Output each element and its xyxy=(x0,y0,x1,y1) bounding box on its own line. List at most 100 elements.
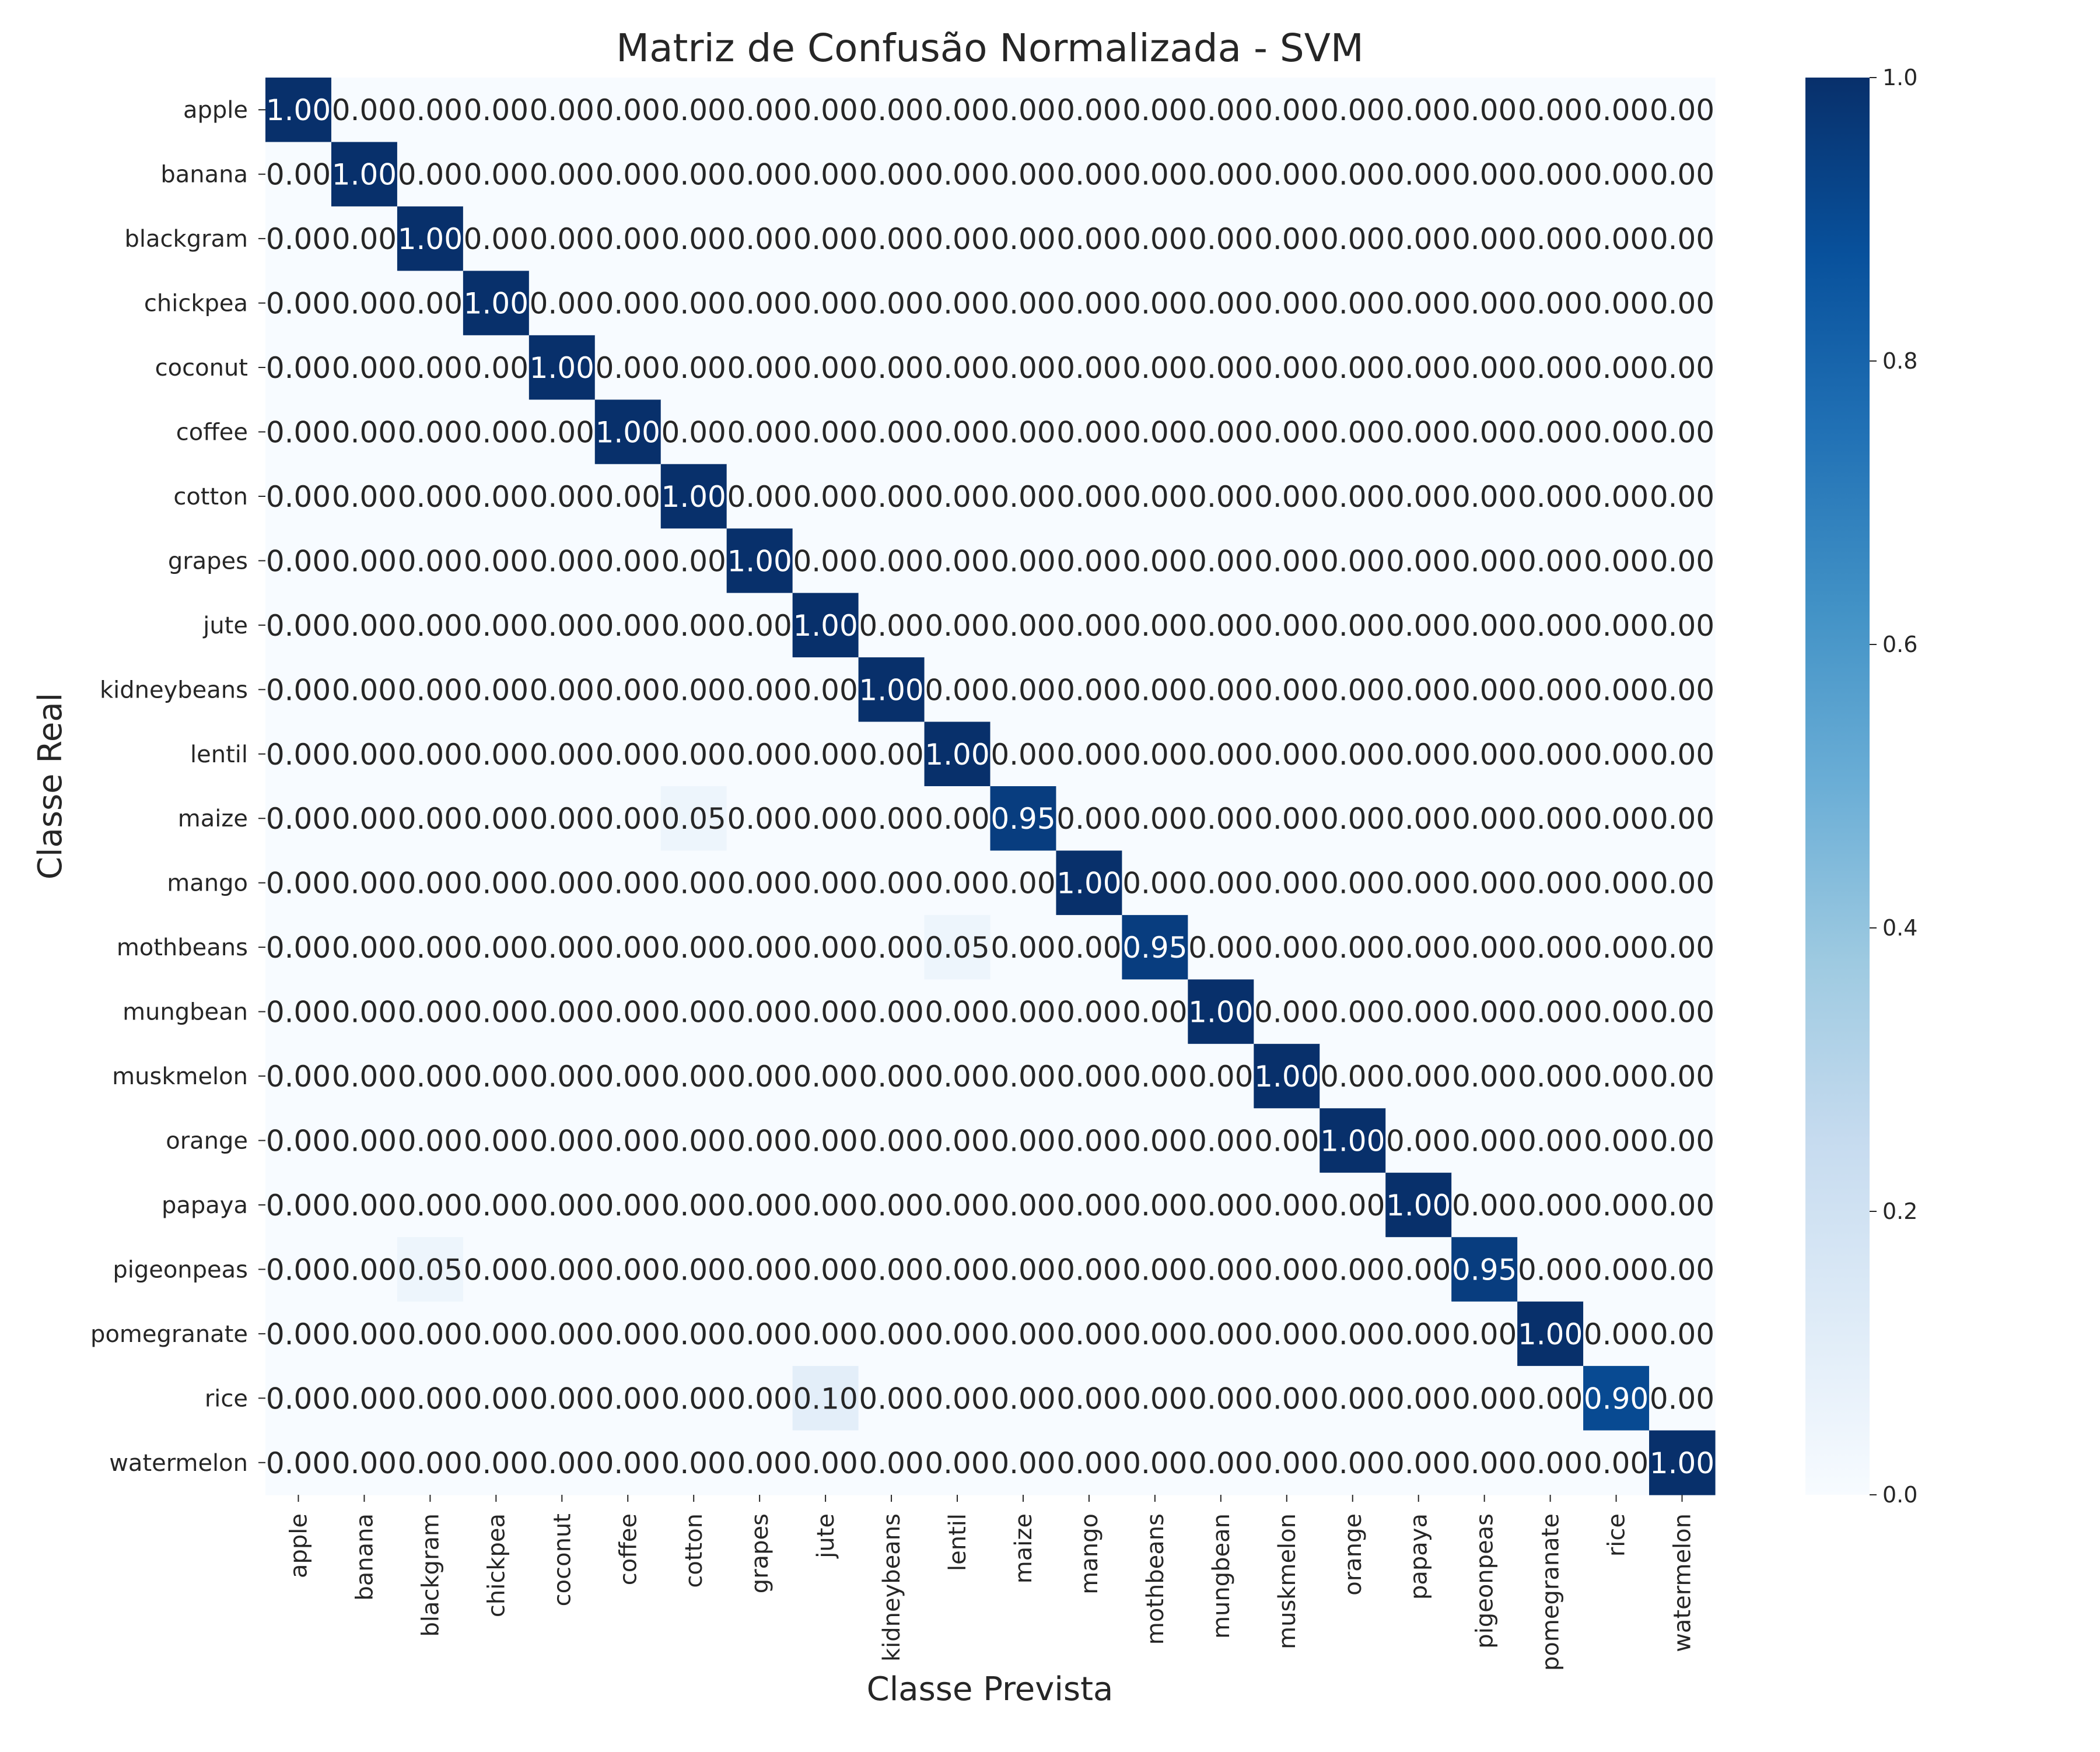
cell-value-label: 0.00 xyxy=(662,609,726,643)
heatmap-cell xyxy=(265,271,332,336)
cell-value-label: 0.00 xyxy=(1254,802,1319,836)
heatmap-cell xyxy=(660,206,727,271)
colorbar-tick-label: 0.2 xyxy=(1882,1199,1917,1224)
heatmap-cell xyxy=(528,1366,596,1431)
cell-value-label: 0.00 xyxy=(1452,287,1517,321)
heatmap-cell xyxy=(924,271,991,336)
heatmap-cell xyxy=(1056,1172,1122,1238)
cell-value-label: 0.00 xyxy=(859,996,923,1029)
heatmap-cell xyxy=(1385,142,1452,207)
heatmap-cell xyxy=(1583,914,1650,980)
heatmap-cell xyxy=(528,1172,596,1238)
cell-value-label: 0.00 xyxy=(1056,1317,1121,1351)
cell-value-label: 0.00 xyxy=(1254,1124,1319,1158)
cell-value-label: 0.95 xyxy=(991,802,1055,836)
heatmap-cell xyxy=(594,979,662,1045)
cell-value-label: 0.00 xyxy=(1320,1253,1385,1287)
cell-value-label: 0.00 xyxy=(991,93,1055,127)
cell-value-label: 0.00 xyxy=(1056,351,1121,385)
cell-value-label: 0.00 xyxy=(1254,93,1319,127)
x-tick-label: rice xyxy=(1604,1513,1630,1557)
cell-value-label: 0.00 xyxy=(925,351,989,385)
heatmap-cell xyxy=(1451,1172,1518,1238)
cell-value-label: 0.00 xyxy=(464,1124,528,1158)
cell-value-label: 0.00 xyxy=(530,222,594,256)
heatmap-cell xyxy=(1188,1301,1254,1366)
heatmap-cell xyxy=(594,850,662,916)
heatmap-cell xyxy=(1649,914,1716,980)
cell-value-label: 0.00 xyxy=(793,222,858,256)
x-tick-label: coffee xyxy=(615,1513,642,1585)
cell-value-label: 0.00 xyxy=(1254,416,1319,450)
heatmap-cell xyxy=(726,593,793,658)
heatmap-cell xyxy=(924,1237,991,1302)
heatmap-cell xyxy=(594,1301,662,1366)
heatmap-cell xyxy=(1583,206,1650,271)
heatmap-cell xyxy=(1320,142,1386,207)
cell-value-label: 0.00 xyxy=(464,738,528,772)
heatmap-cell xyxy=(1517,657,1584,723)
cell-value-label: 0.00 xyxy=(1320,480,1385,514)
heatmap-cell xyxy=(924,335,991,400)
y-tick-label: coffee xyxy=(176,419,248,446)
cell-value-label: 0.00 xyxy=(1056,738,1121,772)
cell-value-label: 0.00 xyxy=(1518,1124,1583,1158)
heatmap-cell xyxy=(1188,142,1254,207)
cell-value-label: 0.00 xyxy=(1188,351,1253,385)
heatmap-cell xyxy=(1451,1043,1518,1109)
heatmap-cell xyxy=(1320,593,1386,658)
heatmap-cell xyxy=(331,78,398,143)
heatmap-cell xyxy=(331,979,398,1045)
cell-value-label: 0.00 xyxy=(332,544,397,578)
heatmap-cell xyxy=(397,1043,464,1109)
cell-value-label: 1.00 xyxy=(464,287,528,321)
heatmap-cell xyxy=(397,786,464,852)
colorbar xyxy=(1805,78,1870,1495)
heatmap-cell xyxy=(1188,400,1254,465)
heatmap-cell xyxy=(1254,1430,1320,1495)
heatmap-cell xyxy=(397,335,464,400)
x-tick-label: watermelon xyxy=(1670,1513,1696,1652)
heatmap-cell xyxy=(1122,786,1188,852)
cell-value-label: 0.00 xyxy=(859,351,923,385)
heatmap-cell xyxy=(660,335,727,400)
heatmap-cell xyxy=(990,400,1057,465)
cell-value-label: 0.00 xyxy=(266,996,331,1029)
cell-value-label: 0.00 xyxy=(925,1253,989,1287)
heatmap-cell xyxy=(726,657,793,723)
heatmap-cell xyxy=(528,1301,596,1366)
heatmap-cell xyxy=(265,914,332,980)
cell-value-label: 0.00 xyxy=(596,609,660,643)
heatmap-cell xyxy=(858,78,925,143)
heatmap-cell xyxy=(1583,1237,1650,1302)
heatmap-cell xyxy=(1254,400,1320,465)
heatmap-cell xyxy=(990,914,1057,980)
cell-value-label: 0.00 xyxy=(1188,867,1253,900)
x-tick-label: pomegranate xyxy=(1538,1513,1564,1671)
y-tick-label: grapes xyxy=(168,548,248,574)
heatmap-cell xyxy=(1385,979,1452,1045)
heatmap-cell xyxy=(1254,593,1320,658)
heatmap-cell xyxy=(1188,657,1254,723)
heatmap-cell xyxy=(1649,464,1716,529)
cell-value-label: 0.00 xyxy=(727,93,792,127)
cell-value-label: 0.00 xyxy=(1056,996,1121,1029)
cell-value-label: 0.00 xyxy=(1056,1189,1121,1222)
heatmap-cell xyxy=(528,721,596,787)
heatmap-cell xyxy=(1451,786,1518,852)
heatmap-cell xyxy=(990,657,1057,723)
heatmap-cell xyxy=(1122,979,1188,1045)
x-tick-label: mothbeans xyxy=(1142,1513,1169,1645)
heatmap-cell xyxy=(1056,850,1122,916)
heatmap-cell xyxy=(792,1043,859,1109)
heatmap-cell xyxy=(397,979,464,1045)
cell-value-label: 0.00 xyxy=(1320,996,1385,1029)
cell-value-label: 0.00 xyxy=(332,609,397,643)
heatmap-cell xyxy=(463,142,530,207)
cell-value-label: 0.00 xyxy=(1254,609,1319,643)
heatmap-cell xyxy=(1385,206,1452,271)
heatmap-cell xyxy=(660,271,727,336)
y-tick-label: muskmelon xyxy=(112,1063,248,1090)
heatmap-cell xyxy=(1451,78,1518,143)
heatmap-cell xyxy=(726,400,793,465)
